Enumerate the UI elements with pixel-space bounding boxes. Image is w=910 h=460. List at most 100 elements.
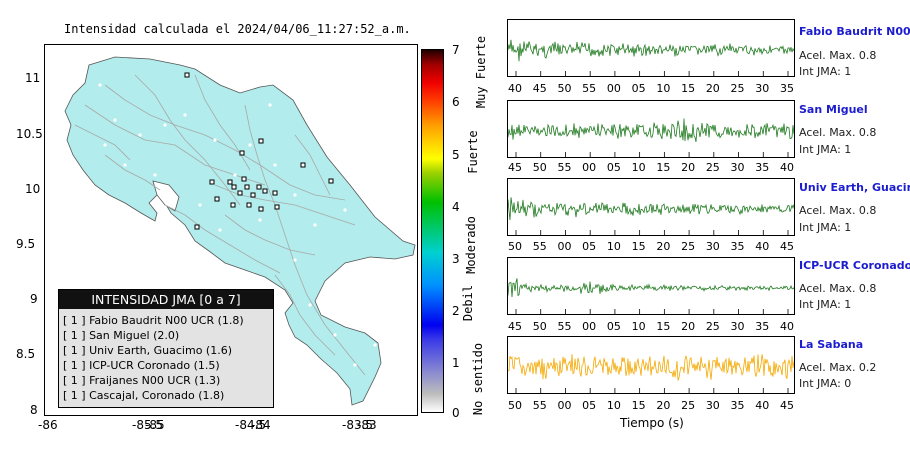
time-tick-label: 25 [681,240,696,253]
station-name: Univ Earth, Guacimo [799,181,910,194]
x-tick-label: -84.5 [235,418,267,432]
intensity-legend: INTENSIDAD JMA [0 a 7] [ 1 ] Fabio Baudr… [58,289,274,408]
waveform-time-ticks: 45 50 55 00 05 10 15 20 25 30 35 40 [507,320,797,334]
x-tick-label: -83.5 [342,418,374,432]
time-tick-label: 10 [606,399,621,412]
time-tick-label: 40 [780,161,794,174]
waveform-panel [507,178,795,236]
station-acceleration: Acel. Max. 0.8 [799,282,877,295]
y-tick-label: 11 [25,71,41,85]
colorbar-number: 5 [452,148,460,162]
time-tick-label: 05 [631,82,646,95]
waveform-panel [507,100,795,158]
time-tick-label: 20 [681,161,696,174]
time-tick-label: 05 [606,320,621,333]
waveform-plot [508,278,794,314]
station-markers [184,72,334,230]
legend-item: [ 1 ] Fraijanes N00 UCR (1.3) [63,374,221,387]
time-tick-label: 40 [508,82,522,95]
x-tick-label: -85.5 [132,418,164,432]
waveform-panel [507,19,795,77]
y-tick-label: 10.5 [16,127,43,141]
x-tick-label: -83 [357,418,377,432]
legend-item: [ 1 ] Cascajal, Coronado (1.8) [63,389,225,402]
time-tick-label: 00 [557,240,572,253]
colorbar-category: Moderado [464,216,478,274]
gulf-of-nicoya [152,180,180,212]
time-tick-label: 20 [656,399,671,412]
station-name: Fabio Baudrit N00 UCR [799,25,910,38]
waveform-panel [507,257,795,315]
time-tick-label: 55 [557,161,572,174]
station-jma-intensity: Int JMA: 1 [799,221,852,234]
time-tick-label: 40 [755,240,770,253]
time-tick-label: 00 [557,399,572,412]
time-tick-label: 50 [508,399,522,412]
x-tick-label: -85 [145,418,165,432]
time-tick-label: 50 [532,320,547,333]
time-tick-label: 05 [606,161,621,174]
time-tick-label: 45 [508,320,522,333]
colorbar-category: Muy Fuerte [474,35,488,109]
station-jma-intensity: Int JMA: 0 [799,377,852,390]
colorbar-number: 2 [452,304,460,318]
time-tick-label: 00 [582,320,597,333]
waveform-plot [508,354,794,393]
waveform-time-ticks: 50 55 00 05 10 15 20 25 30 35 40 45 [507,399,797,413]
time-tick-label: 30 [730,320,745,333]
waveform-plot [508,197,794,235]
time-tick-label: 55 [532,240,547,253]
y-tick-label: 10 [25,182,41,196]
station-jma-intensity: Int JMA: 1 [799,65,852,78]
time-tick-label: 15 [631,399,646,412]
waveform-time-ticks: 45 50 55 00 05 10 15 20 25 30 35 40 [507,161,797,175]
time-tick-label: 15 [631,240,646,253]
time-tick-label: 20 [681,320,696,333]
waveform-time-ticks: 50 55 00 05 10 15 20 25 30 35 40 45 [507,240,797,254]
time-tick-label: 05 [582,399,597,412]
time-tick-label: 45 [532,82,547,95]
time-tick-label: 30 [755,82,770,95]
time-tick-label: 55 [582,82,597,95]
time-tick-label: 20 [656,240,671,253]
time-tick-label: 25 [730,82,745,95]
colorbar-number: 3 [452,252,460,266]
station-acceleration: Acel. Max. 0.8 [799,49,877,62]
time-tick-label: 45 [780,399,794,412]
station-jma-intensity: Int JMA: 1 [799,143,852,156]
time-tick-label: 40 [755,399,770,412]
town-dots [98,83,377,367]
time-tick-label: 50 [557,82,572,95]
time-tick-label: 25 [705,320,720,333]
time-axis-label: Tiempo (s) [620,416,684,430]
waveform-plot [508,39,794,76]
time-tick-label: 00 [582,161,597,174]
y-tick-label: 9 [30,292,38,306]
time-tick-label: 15 [681,82,696,95]
y-tick-label: 8 [30,403,38,417]
time-tick-label: 55 [557,320,572,333]
x-tick-label: -86 [38,418,58,432]
colorbar-number: 6 [452,95,460,109]
time-tick-label: 25 [681,399,696,412]
waveform-panel [507,336,795,394]
time-tick-label: 40 [780,320,794,333]
station-acceleration: Acel. Max. 0.2 [799,361,877,374]
time-tick-label: 50 [508,240,522,253]
legend-title: INTENSIDAD JMA [0 a 7] [59,290,273,309]
station-acceleration: Acel. Max. 0.8 [799,126,877,139]
x-tick-label: -84 [251,418,271,432]
time-tick-label: 35 [730,240,745,253]
time-tick-label: 35 [780,82,794,95]
station-name: San Miguel [799,103,868,116]
station-name: ICP-UCR Coronado [799,259,910,272]
station-acceleration: Acel. Max. 0.8 [799,204,877,217]
time-tick-label: 45 [508,161,522,174]
time-tick-label: 10 [631,320,646,333]
costa-rica-map [64,56,416,406]
time-tick-label: 10 [631,161,646,174]
time-tick-label: 25 [705,161,720,174]
roads [74,74,366,376]
time-tick-label: 35 [730,399,745,412]
y-tick-label: 8.5 [16,347,36,361]
